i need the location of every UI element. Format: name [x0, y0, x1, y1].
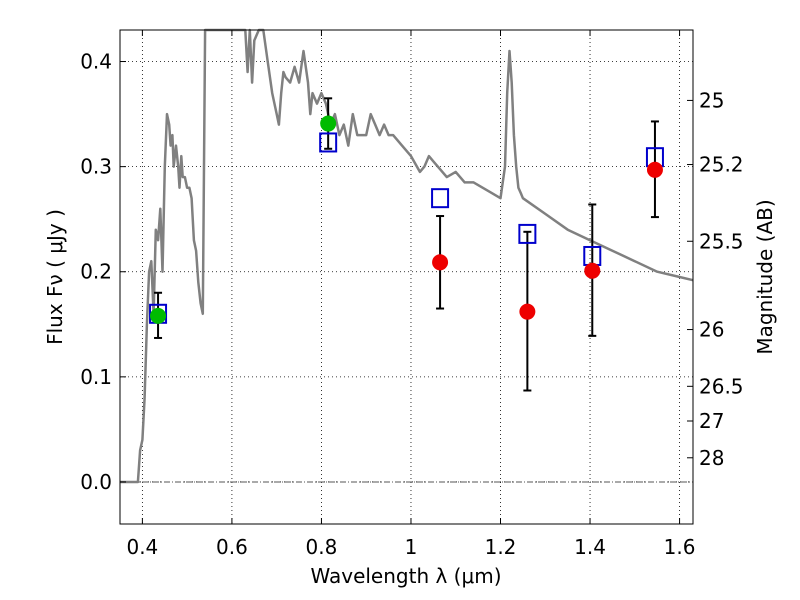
model-square-point [518, 223, 537, 244]
error-bars [154, 97, 659, 392]
x-tick-label: 0.8 [306, 535, 338, 559]
y-tick-label: 0.0 [80, 470, 112, 494]
sed-model-curve [120, 28, 694, 484]
y2-tick-label: 25.5 [699, 229, 744, 253]
y2-axis-title: Magnitude (AB) [753, 199, 777, 354]
x-tick-label: 0.6 [216, 535, 248, 559]
y2-tick-label: 28 [699, 446, 724, 470]
green-data-point [320, 115, 337, 132]
x-tick-label: 1.6 [664, 535, 696, 559]
y-tick-label: 0.4 [80, 50, 112, 74]
plot-frame [119, 29, 694, 525]
x-tick-label: 1 [405, 535, 418, 559]
x-tick-label: 1.2 [485, 535, 517, 559]
y-tick-label: 0.2 [80, 260, 112, 284]
model-square-point [431, 188, 450, 209]
x-tick-label: 0.4 [126, 535, 158, 559]
y-tick-label: 0.3 [80, 155, 112, 179]
y2-tick-label: 25.2 [699, 153, 744, 177]
model-square-point [319, 132, 338, 153]
axis-ticks [120, 30, 693, 524]
tick-labels: 0.4 0.6 0.8 1 1.2 1.4 1.6 0.0 0.1 0.2 0.3 0.4 25 25.2… [80, 50, 743, 559]
x-axis-title: Wavelength λ (μm) [310, 564, 501, 588]
green-data-point [150, 307, 167, 324]
red-data-point [584, 262, 601, 279]
y2-tick-label: 26.5 [699, 374, 744, 398]
data-markers [149, 115, 664, 324]
y-axis-title: Flux Fν ( μJy ) [43, 209, 67, 345]
y-tick-label: 0.1 [80, 365, 112, 389]
x-tick-label: 1.4 [574, 535, 606, 559]
y2-tick-label: 25 [699, 88, 724, 112]
y2-tick-label: 27 [699, 409, 724, 433]
y2-tick-label: 26 [699, 318, 724, 342]
red-data-point [519, 303, 536, 320]
grid-lines [120, 30, 693, 524]
sed-curve-line [120, 28, 694, 484]
red-data-point [646, 161, 663, 178]
red-data-point [432, 254, 449, 271]
